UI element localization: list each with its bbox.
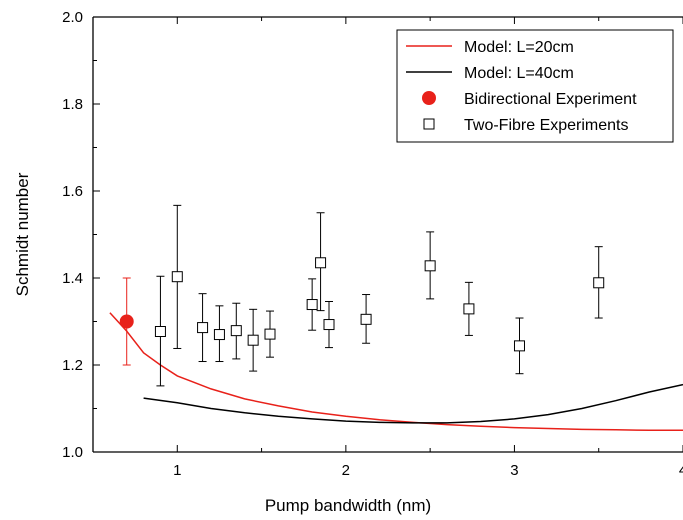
legend-item: Model: L=40cm xyxy=(406,65,574,82)
marker-square xyxy=(463,303,475,315)
marker-square xyxy=(230,325,242,337)
series-line-2 xyxy=(143,383,683,424)
marker-square xyxy=(213,329,225,341)
x-tick-label: 4 xyxy=(679,462,683,479)
data-point xyxy=(306,278,318,331)
marker-square xyxy=(593,277,605,289)
marker-square xyxy=(315,257,327,269)
data-point xyxy=(264,310,276,358)
marker-square xyxy=(323,319,335,331)
data-point xyxy=(213,305,225,363)
y-tick-label: 2.0 xyxy=(62,9,83,26)
marker-square xyxy=(360,313,372,325)
legend-label: Bidirectional Experiment xyxy=(464,91,637,108)
legend-label: Model: L=40cm xyxy=(464,65,574,82)
x-tick-label: 2 xyxy=(342,462,350,479)
legend: Model: L=20cm Model: L=40cm Bidirectional … xyxy=(396,29,674,143)
data-point xyxy=(360,294,372,344)
marker-square xyxy=(264,328,276,340)
marker-circle xyxy=(119,314,134,329)
data-point xyxy=(119,277,134,366)
marker-square xyxy=(513,340,525,352)
y-tick-label: 1.6 xyxy=(62,183,83,200)
legend-label: Model: L=20cm xyxy=(464,39,574,56)
data-point xyxy=(171,204,183,349)
axes: 1 2 3 4 1.0 1.2 1.4 1.6 1.8 2.0 xyxy=(62,9,683,479)
x-tick-label: 3 xyxy=(510,462,518,479)
data-point xyxy=(247,308,259,372)
legend-item: Bidirectional Experiment xyxy=(422,91,637,108)
legend-item: Model: L=20cm xyxy=(406,39,574,56)
data-point xyxy=(463,281,475,336)
legend-box xyxy=(396,29,674,143)
marker-square xyxy=(247,334,259,346)
data-point xyxy=(593,246,605,319)
marker-square xyxy=(197,322,209,334)
data-point xyxy=(197,293,209,363)
data-point xyxy=(513,317,525,375)
y-tick-label: 1.0 xyxy=(62,444,83,461)
legend-swatch-square xyxy=(423,118,435,130)
y-axis-title: Schmidt number xyxy=(13,172,32,296)
marker-square xyxy=(171,271,183,283)
data-point xyxy=(323,300,335,349)
marker-square xyxy=(306,299,318,311)
y-tick-label: 1.4 xyxy=(62,270,83,287)
legend-label: Two-Fibre Experiments xyxy=(464,117,629,134)
legend-item: Two-Fibre Experiments xyxy=(423,117,629,134)
y-tick-label: 1.2 xyxy=(62,357,83,374)
data-point xyxy=(230,302,242,360)
marker-square xyxy=(154,326,166,338)
x-axis-title: Pump bandwidth (nm) xyxy=(265,496,431,515)
y-tick-label: 1.8 xyxy=(62,96,83,113)
marker-square xyxy=(424,260,436,272)
series-line-1 xyxy=(109,312,683,432)
data-point xyxy=(315,212,327,312)
legend-swatch-circle xyxy=(422,91,436,105)
data-point xyxy=(424,231,436,300)
plot-series xyxy=(109,204,683,432)
data-point xyxy=(154,275,166,387)
x-tick-label: 1 xyxy=(173,462,181,479)
